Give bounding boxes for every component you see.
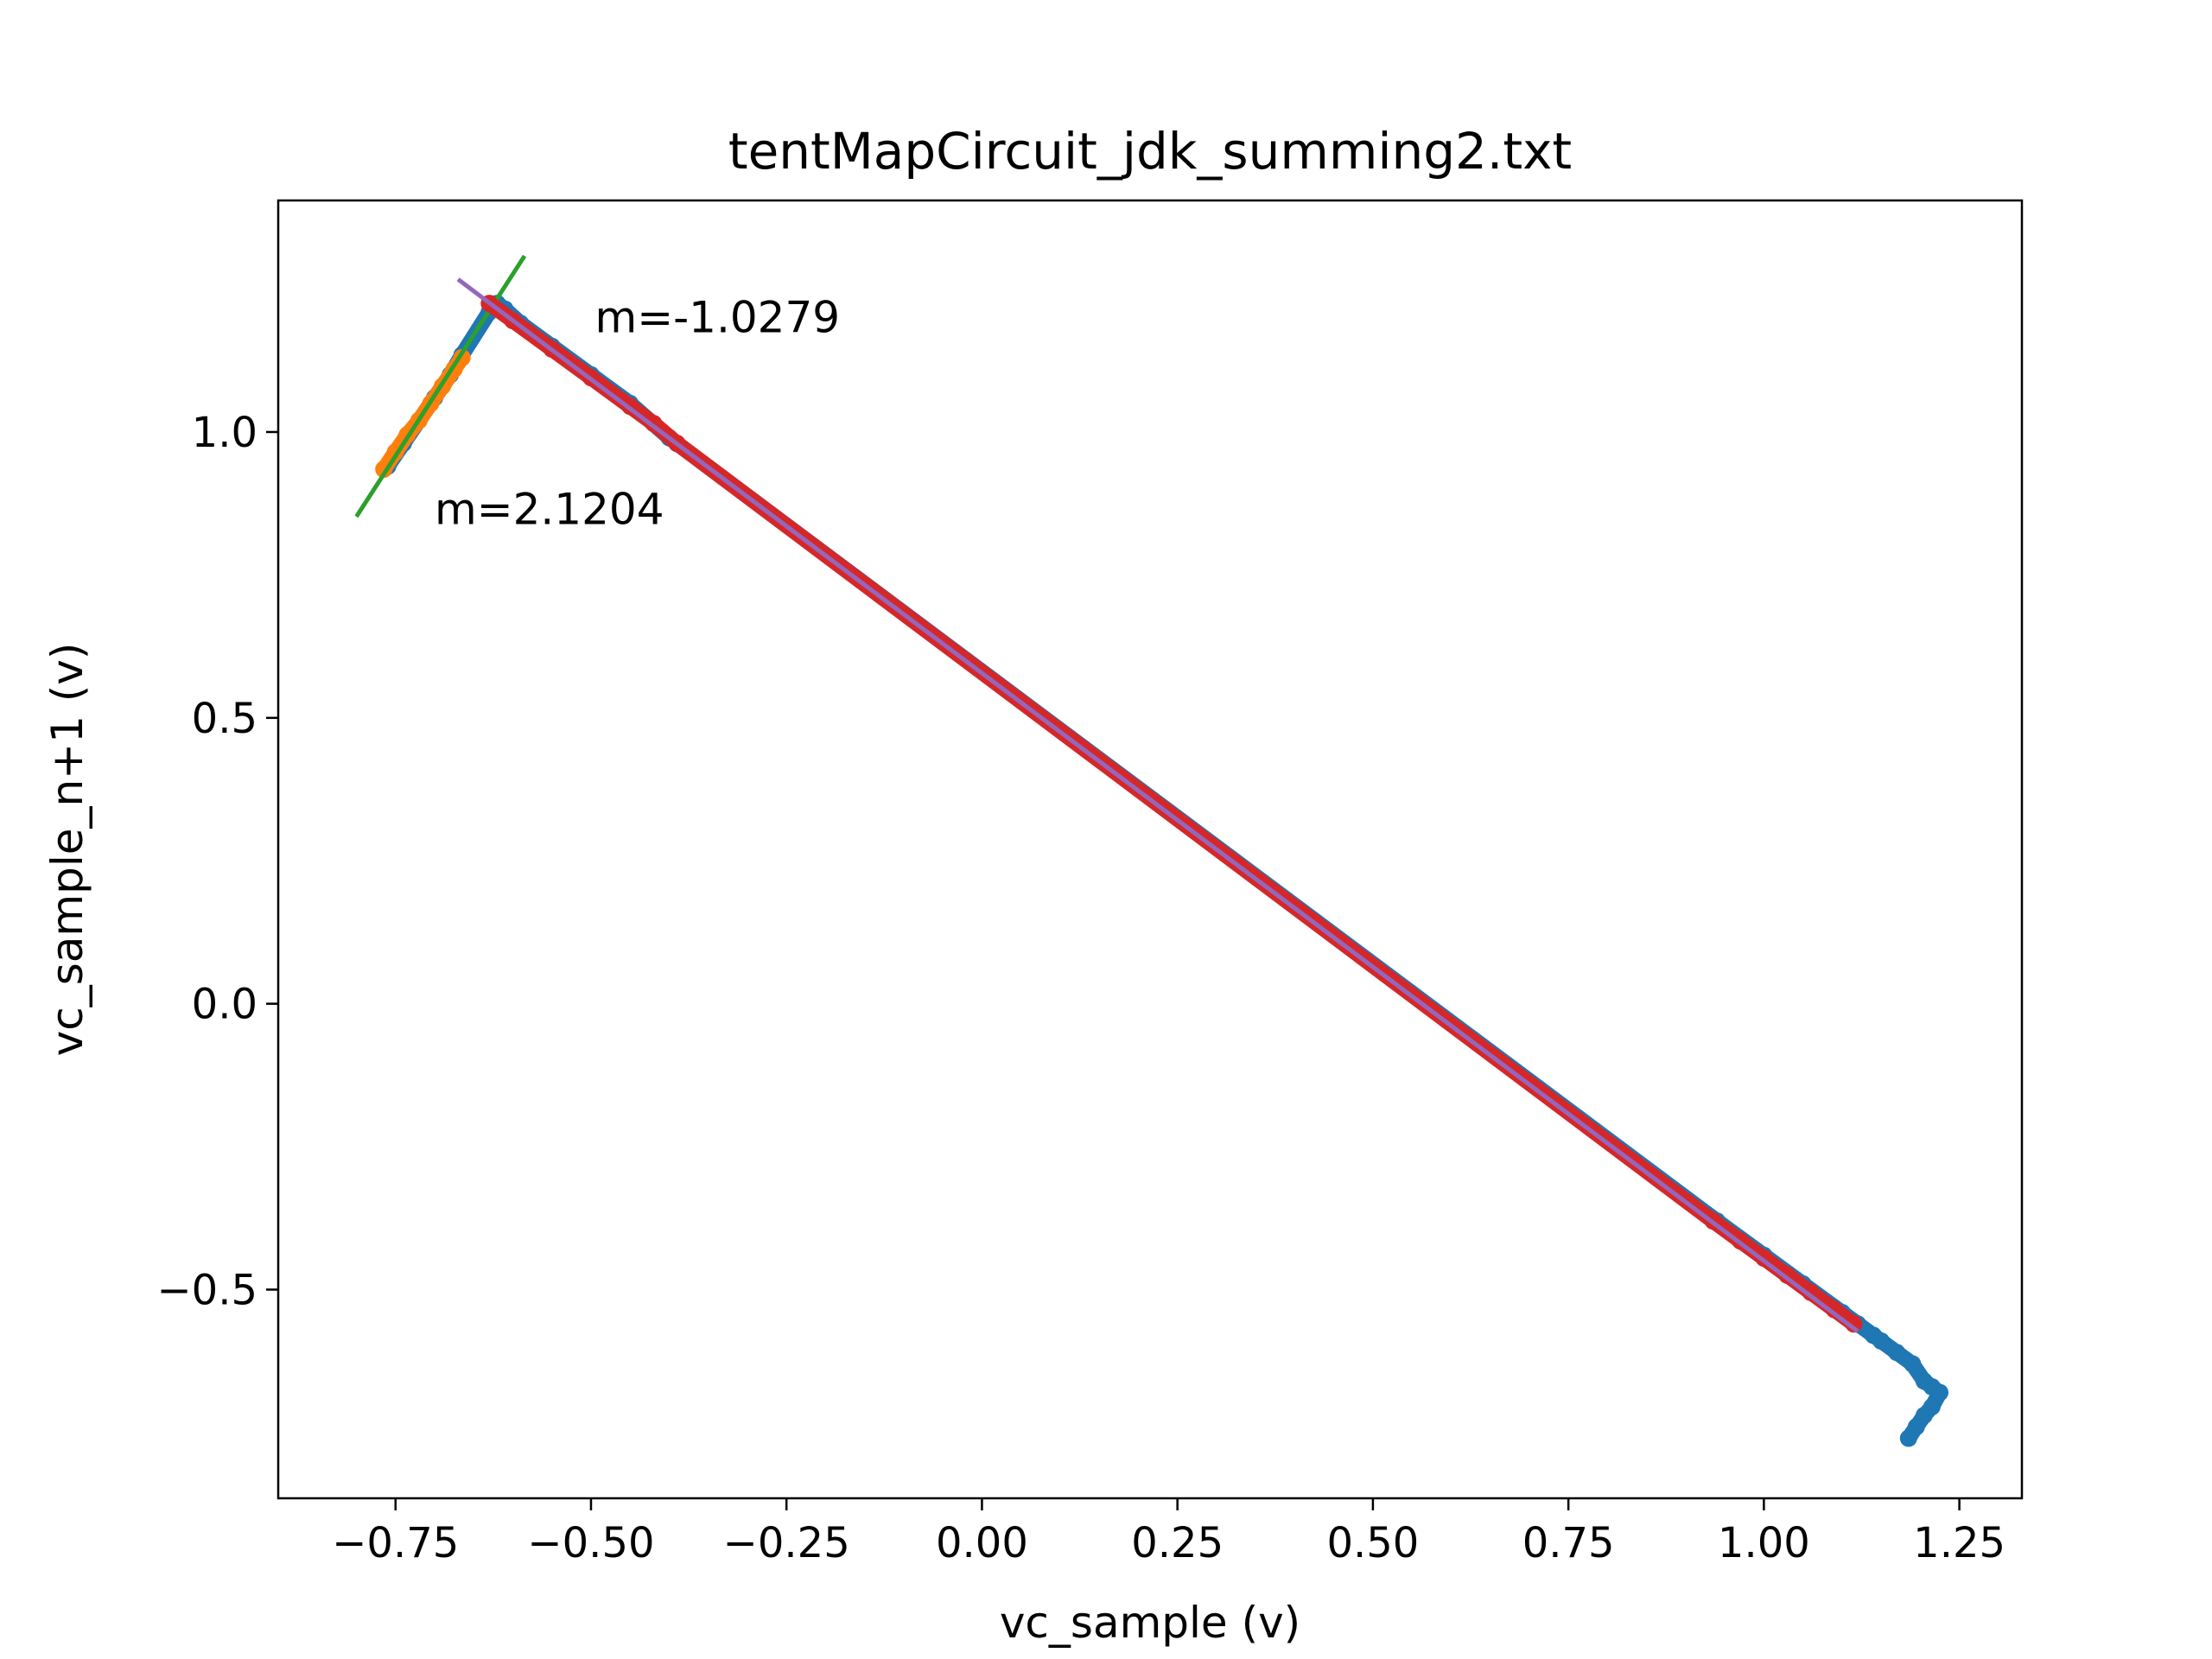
x-tick-label: −0.25 [723,1519,850,1567]
annotations: m=-1.0279 m=2.1204 [435,293,840,535]
x-tick-label: 0.50 [1326,1519,1419,1567]
x-tick-label: 1.00 [1718,1519,1810,1567]
plot-area [354,254,1948,1447]
fit-line-4 [456,277,1859,1333]
x-tick-label: 0.75 [1522,1519,1615,1567]
data-point [1845,1315,1863,1333]
y-axis: −0.5 0.0 0.5 1.0 [156,409,278,1314]
y-axis-label: vc_sample_n+1 (v) [42,643,92,1057]
data-point [1888,1344,1906,1362]
x-tick-label: 0.25 [1131,1519,1224,1567]
x-axis-label: vc_sample (v) [1000,1598,1300,1648]
y-tick-label: 0.0 [192,981,257,1029]
x-tick-label: −0.50 [527,1519,654,1567]
x-tick-label: −0.75 [332,1519,459,1567]
data-point [1872,1332,1891,1350]
data-point [1899,1429,1917,1447]
data-point [1825,1300,1843,1319]
x-axis: −0.75 −0.50 −0.25 0.00 0.25 0.50 0.75 1.00 1.25 [332,1498,2005,1567]
data-point [1931,1383,1948,1402]
y-tick-label: 0.5 [192,695,257,743]
x-tick-label: 1.25 [1913,1519,2005,1567]
y-tick-label: 1.0 [192,409,257,457]
y-tick-label: −0.5 [156,1266,257,1314]
data-point [1904,1355,1922,1373]
slope-annotation: m=-1.0279 [594,293,840,343]
x-tick-label: 0.00 [936,1519,1028,1567]
plot-frame [276,199,2024,1500]
chart-title: tentMapCircuit_jdk_summing2.txt [728,122,1572,181]
slope-annotation: m=2.1204 [435,484,664,534]
